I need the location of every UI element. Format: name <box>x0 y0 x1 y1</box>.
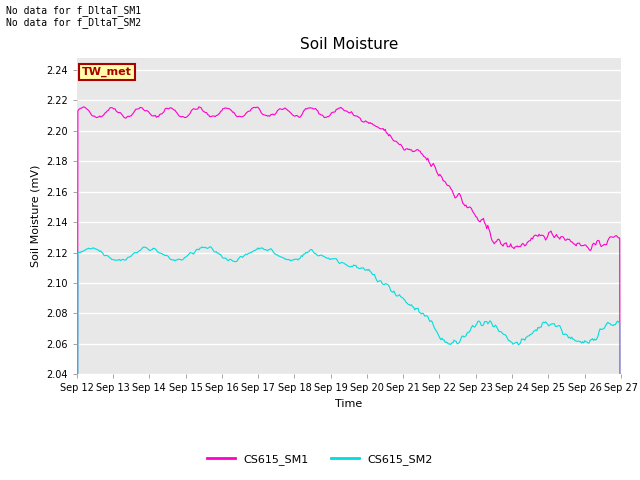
X-axis label: Time: Time <box>335 399 362 409</box>
Text: No data for f_DltaT_SM1
No data for f_DltaT_SM2: No data for f_DltaT_SM1 No data for f_Dl… <box>6 5 141 28</box>
Y-axis label: Soil Moisture (mV): Soil Moisture (mV) <box>31 165 40 267</box>
Title: Soil Moisture: Soil Moisture <box>300 37 398 52</box>
Legend: CS615_SM1, CS615_SM2: CS615_SM1, CS615_SM2 <box>202 450 438 469</box>
Text: TW_met: TW_met <box>82 67 132 77</box>
